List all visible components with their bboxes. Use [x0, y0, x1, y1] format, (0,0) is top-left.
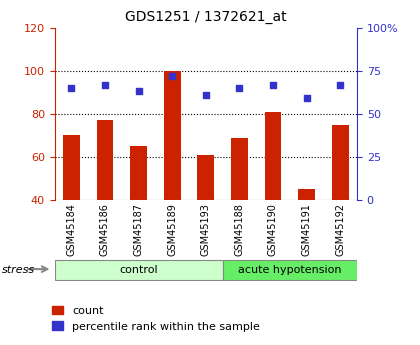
Bar	[97, 120, 113, 200]
Bar	[63, 136, 80, 200]
Text: GSM45188: GSM45188	[234, 203, 244, 256]
Bar	[265, 112, 281, 200]
Bar	[197, 155, 214, 200]
Text: GSM45187: GSM45187	[134, 203, 144, 256]
Title: GDS1251 / 1372621_at: GDS1251 / 1372621_at	[125, 10, 286, 24]
Text: GSM45189: GSM45189	[167, 203, 177, 256]
Text: stress: stress	[2, 265, 35, 275]
Point	[169, 73, 176, 79]
Point	[102, 82, 108, 87]
Bar	[231, 138, 248, 200]
Point	[270, 82, 276, 87]
Text: control: control	[119, 265, 158, 275]
Text: GSM45192: GSM45192	[335, 203, 345, 256]
Text: acute hypotension: acute hypotension	[238, 265, 341, 275]
Point	[202, 92, 209, 98]
Bar	[223, 260, 357, 280]
Text: GSM45184: GSM45184	[66, 203, 76, 256]
Point	[236, 85, 243, 91]
Point	[337, 82, 344, 87]
Bar	[332, 125, 349, 200]
Text: GSM45191: GSM45191	[302, 203, 312, 256]
Text: GSM45186: GSM45186	[100, 203, 110, 256]
Bar	[130, 146, 147, 200]
Legend: count, percentile rank within the sample: count, percentile rank within the sample	[47, 301, 264, 336]
Point	[303, 96, 310, 101]
Text: GSM45193: GSM45193	[201, 203, 211, 256]
Bar	[298, 189, 315, 200]
Point	[135, 89, 142, 94]
Bar	[55, 260, 223, 280]
Point	[68, 85, 75, 91]
Bar	[164, 71, 181, 200]
Text: GSM45190: GSM45190	[268, 203, 278, 256]
